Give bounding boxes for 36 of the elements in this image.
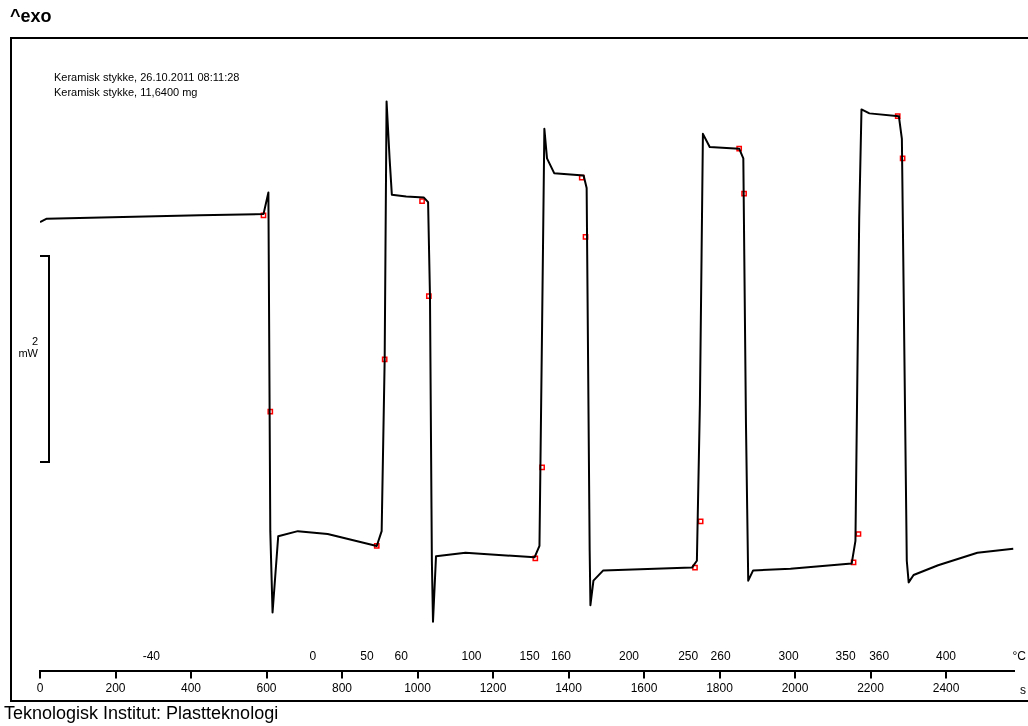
annotation: 150 <box>519 648 540 663</box>
annotation: 260 <box>710 648 731 663</box>
x-axis-title: s <box>1020 683 1026 698</box>
point <box>419 198 425 204</box>
x-tick-label: 2000 <box>781 681 809 696</box>
annotation: 50 <box>360 648 374 663</box>
y-axis-title: 2 mW <box>17 335 38 359</box>
x-tick-label: 800 <box>332 681 353 696</box>
text: Teknologisk Institut: Plastteknologi <box>4 703 279 724</box>
annotation: 250 <box>678 648 699 663</box>
text: Keramisk stykke, 11,6400 mg <box>54 86 198 99</box>
text: Keramisk stykke, 26.10.2011 08:11:28 <box>54 71 240 84</box>
x-tick-label: 1600 <box>630 681 658 696</box>
annotation: 360 <box>869 648 890 663</box>
annotation: 160 <box>550 648 572 663</box>
x-tick-label: 1800 <box>706 681 734 696</box>
x-tick-label: 400 <box>180 681 202 696</box>
x-tick-label: 2200 <box>857 681 885 696</box>
x-tick-label: 200 <box>105 681 126 696</box>
annotation: 200 <box>618 648 640 663</box>
x2-axis-title: °C <box>1012 648 1027 663</box>
x-tick-label: 2400 <box>932 681 960 696</box>
point <box>373 543 380 549</box>
annotation: 100 <box>461 648 482 663</box>
x-tick-label: 1000 <box>404 681 432 696</box>
annotation: 350 <box>835 648 856 663</box>
annotation: 400 <box>936 648 957 663</box>
annotation: 300 <box>778 648 799 663</box>
annotation: 60 <box>394 648 409 663</box>
chart-title: ^exo <box>10 6 52 27</box>
annotation: -40 <box>142 648 161 663</box>
x-tick-label: 600 <box>256 681 277 696</box>
x-tick-label: 1200 <box>479 681 507 696</box>
x-tick-label: 0 <box>36 681 44 696</box>
x-tick-label: 1400 <box>555 681 583 696</box>
annotation: 0 <box>309 648 317 663</box>
